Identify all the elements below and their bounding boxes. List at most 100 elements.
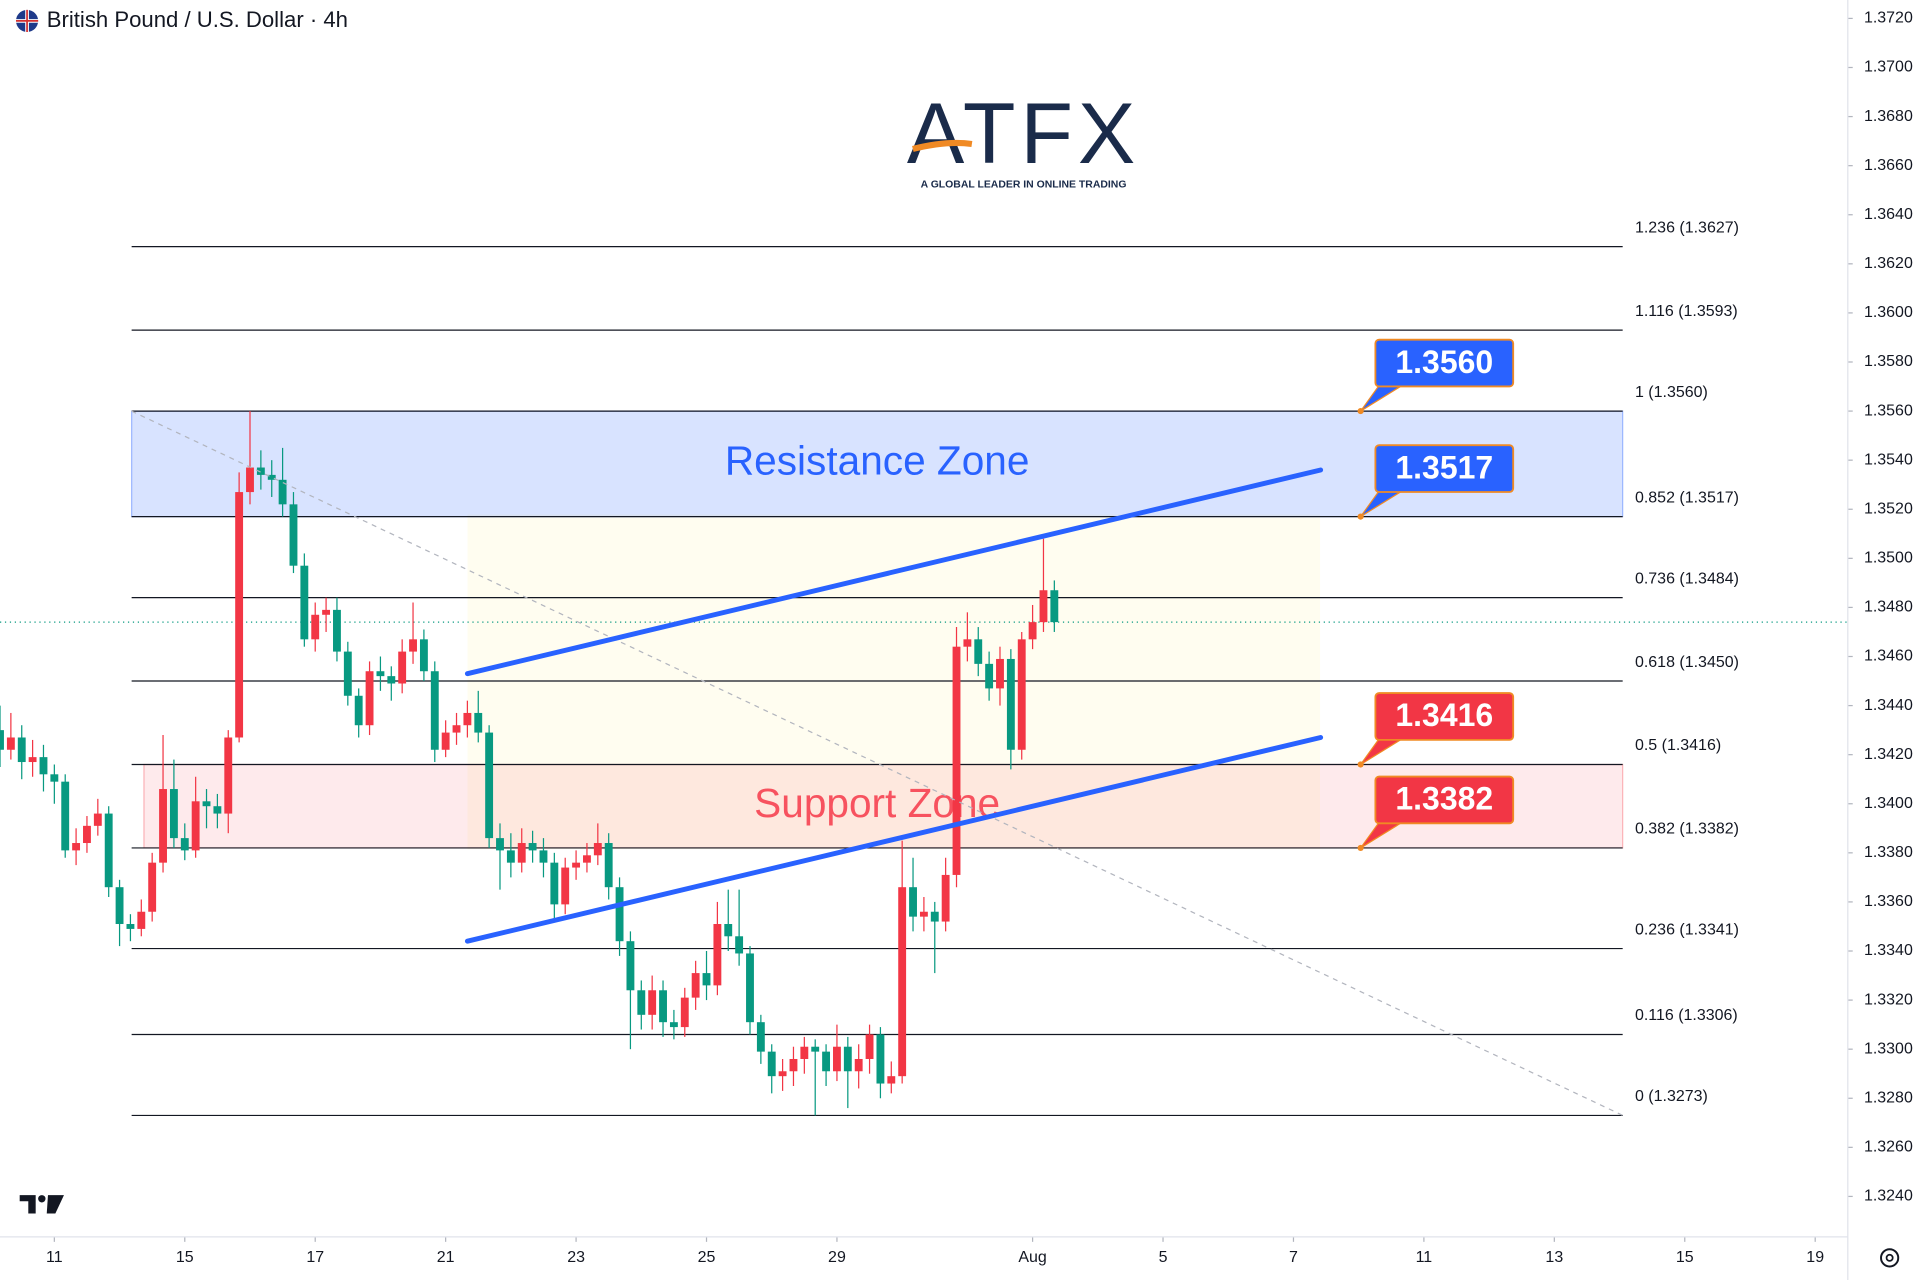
- trend-line: [464, 735, 1324, 944]
- candle-body: [235, 492, 244, 738]
- y-tick-label: 1.3440: [1864, 697, 1913, 714]
- candle-body: [169, 789, 178, 839]
- candle-body: [1050, 590, 1059, 623]
- candle-body: [441, 732, 450, 750]
- candle-body: [963, 639, 972, 647]
- candle-body: [376, 671, 385, 677]
- candle-body: [0, 730, 4, 750]
- candle-body: [724, 924, 733, 937]
- logo: ATFX A GLOBAL LEADER IN ONLINE TRADING: [907, 86, 1135, 190]
- candle-body: [1028, 622, 1037, 640]
- candle-body: [811, 1046, 820, 1052]
- y-tick-label: 1.3420: [1864, 746, 1913, 763]
- y-tick-label: 1.3700: [1864, 59, 1913, 76]
- zone-label: Support Zone: [754, 780, 1000, 826]
- trend-line: [464, 467, 1324, 677]
- y-tick-label: 1.3300: [1864, 1040, 1913, 1057]
- candle-body: [746, 953, 754, 1023]
- candle-body: [159, 789, 167, 863]
- price-badge-label: 1.3382: [1395, 781, 1493, 817]
- x-tick-label: 17: [306, 1249, 324, 1266]
- price-badge: [1374, 775, 1515, 825]
- y-tick-label: 1.3340: [1864, 942, 1913, 959]
- candle-body: [528, 843, 537, 851]
- badge-anchor: [1357, 761, 1364, 768]
- y-tick-label: 1.3380: [1864, 844, 1913, 861]
- candle-body: [1006, 658, 1015, 750]
- candle-body: [919, 911, 928, 917]
- y-tick-label: 1.3640: [1864, 206, 1913, 223]
- candle-body: [887, 1076, 896, 1084]
- candle-body: [452, 725, 461, 733]
- candle-body: [6, 737, 15, 750]
- gear-ring[interactable]: [1880, 1248, 1900, 1268]
- candle-body: [778, 1071, 787, 1077]
- candle-body: [941, 874, 950, 922]
- candle-body: [833, 1046, 841, 1072]
- candle-body: [213, 806, 222, 814]
- candle-body: [387, 676, 396, 684]
- candle-body: [202, 801, 211, 807]
- fib-label: 0.852 (1.3517): [1635, 489, 1739, 506]
- y-tick-label: 1.3620: [1864, 255, 1913, 272]
- candle-body: [365, 671, 374, 726]
- drawings: 1.3560 1.3517 1.3416 1.3382: [131, 338, 1624, 1116]
- axes: 1.3240 1.3260 1.3280 1.3300 1.3320 1.3340 1.33…: [46, 10, 1913, 1266]
- candle-body: [72, 843, 81, 851]
- fib-label: 1.116 (1.3593): [1635, 303, 1738, 320]
- y-tick-label: 1.3260: [1864, 1139, 1913, 1156]
- x-tick-label: 11: [46, 1249, 63, 1266]
- candle-body: [137, 911, 146, 929]
- candle-body: [974, 639, 983, 664]
- x-tick-label: 19: [1806, 1249, 1824, 1266]
- gear-hub[interactable]: [1885, 1253, 1894, 1262]
- fib-label: 1.236 (1.3627): [1635, 219, 1739, 236]
- price-badge-label: 1.3416: [1395, 697, 1493, 733]
- price-badge: [1374, 338, 1515, 388]
- x-tick-label: 7: [1289, 1249, 1298, 1266]
- candle-body: [626, 941, 635, 991]
- y-tick-label: 1.3540: [1864, 451, 1913, 468]
- candle-body: [604, 843, 613, 888]
- candle-body: [822, 1051, 831, 1072]
- fib-label: 0 (1.3273): [1635, 1088, 1708, 1105]
- candle-body: [333, 609, 341, 652]
- candle-body: [615, 887, 624, 942]
- candle-body: [311, 614, 320, 640]
- candle-body: [561, 867, 570, 905]
- price-badge-label: 1.3517: [1395, 449, 1493, 485]
- candle-body: [256, 467, 265, 475]
- candle-body: [354, 695, 363, 726]
- candle-body: [843, 1046, 852, 1072]
- candle-body: [952, 646, 961, 875]
- tradingview-logo: [19, 1195, 64, 1214]
- price-badge-label: 1.3560: [1395, 344, 1493, 380]
- y-tick-label: 1.3660: [1864, 157, 1913, 174]
- y-tick-label: 1.3560: [1864, 402, 1913, 419]
- candle-body: [474, 712, 483, 733]
- candle-body: [593, 843, 602, 856]
- logo-tagline: A GLOBAL LEADER IN ONLINE TRADING: [921, 179, 1127, 190]
- candle-body: [246, 467, 254, 493]
- candle-body: [996, 658, 1004, 689]
- candle-body: [865, 1034, 874, 1059]
- badge-anchor: [1357, 408, 1364, 415]
- candle-body: [115, 887, 124, 925]
- tv-logo-dot: [38, 1195, 46, 1203]
- candle-body: [1039, 590, 1048, 623]
- chart-title: British Pound / U.S. Dollar · 4h: [47, 7, 348, 32]
- candle-body: [800, 1046, 809, 1059]
- x-tick-label: 11: [1416, 1249, 1433, 1266]
- x-tick-label: 5: [1159, 1249, 1168, 1266]
- candle-body: [93, 813, 102, 826]
- candle-body: [767, 1051, 776, 1077]
- tv-logo-part: [46, 1195, 64, 1214]
- candle-body: [191, 801, 200, 851]
- candle-body: [637, 990, 646, 1015]
- candle-body: [691, 973, 700, 998]
- candle-body: [539, 850, 548, 863]
- y-tick-label: 1.3600: [1864, 304, 1913, 321]
- candle-body: [300, 565, 309, 640]
- x-tick-label: 25: [698, 1249, 716, 1266]
- settings-icon[interactable]: [1880, 1248, 1900, 1268]
